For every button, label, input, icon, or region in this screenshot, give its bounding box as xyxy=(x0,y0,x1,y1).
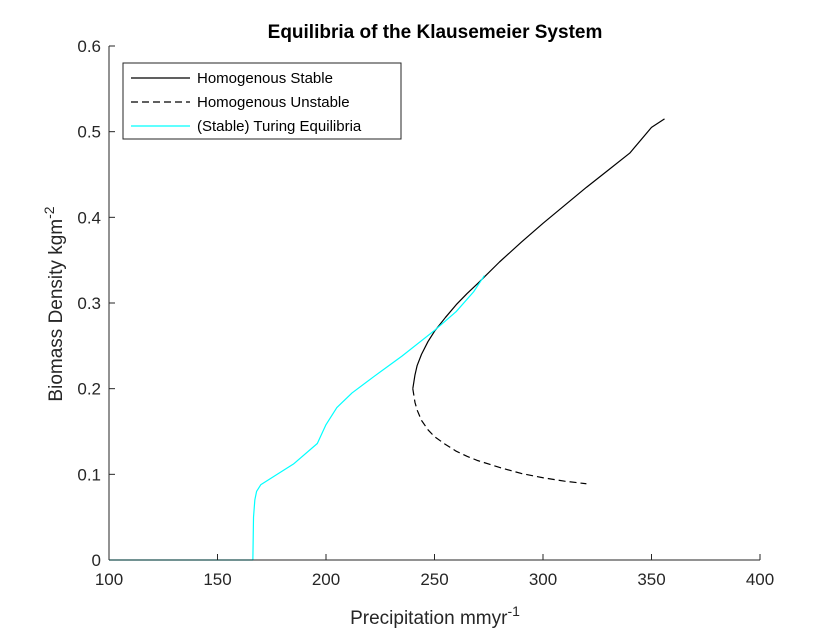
x-tick-label: 300 xyxy=(529,570,557,589)
x-tick-label: 100 xyxy=(95,570,123,589)
legend-label-0: Homogenous Stable xyxy=(197,70,333,87)
y-tick-label: 0.2 xyxy=(77,380,101,399)
series-line-2 xyxy=(109,275,485,561)
series-line-1 xyxy=(412,388,587,485)
series-line-0 xyxy=(412,118,665,389)
x-tick-label: 400 xyxy=(746,570,774,589)
x-tick-label: 150 xyxy=(203,570,231,589)
x-axis-label: Precipitation mmyr-1 xyxy=(350,603,520,629)
y-tick-label: 0.5 xyxy=(77,123,101,142)
x-tick-label: 350 xyxy=(637,570,665,589)
y-tick-label: 0 xyxy=(92,551,101,570)
y-tick-label: 0.4 xyxy=(77,208,101,227)
x-tick-label: 200 xyxy=(312,570,340,589)
legend-label-1: Homogenous Unstable xyxy=(197,94,350,111)
axes-layer: 100 150 200 250 300 350 400 0 0.1 0.2 0.3 0.4 0.5 0.6 xyxy=(77,37,774,589)
legend-label-2: (Stable) Turing Equilibria xyxy=(197,118,362,135)
series-layer xyxy=(109,118,665,561)
y-tick-label: 0.3 xyxy=(77,294,101,313)
chart-title: Equilibria of the Klausemeier System xyxy=(268,22,603,43)
y-axis-label: Biomass Density kgm-2 xyxy=(41,206,67,401)
legend: Homogenous Stable Homogenous Unstable (Sta… xyxy=(122,62,402,140)
y-tick-label: 0.6 xyxy=(77,37,101,56)
x-tick-label: 250 xyxy=(420,570,448,589)
y-tick-label: 0.1 xyxy=(77,465,101,484)
